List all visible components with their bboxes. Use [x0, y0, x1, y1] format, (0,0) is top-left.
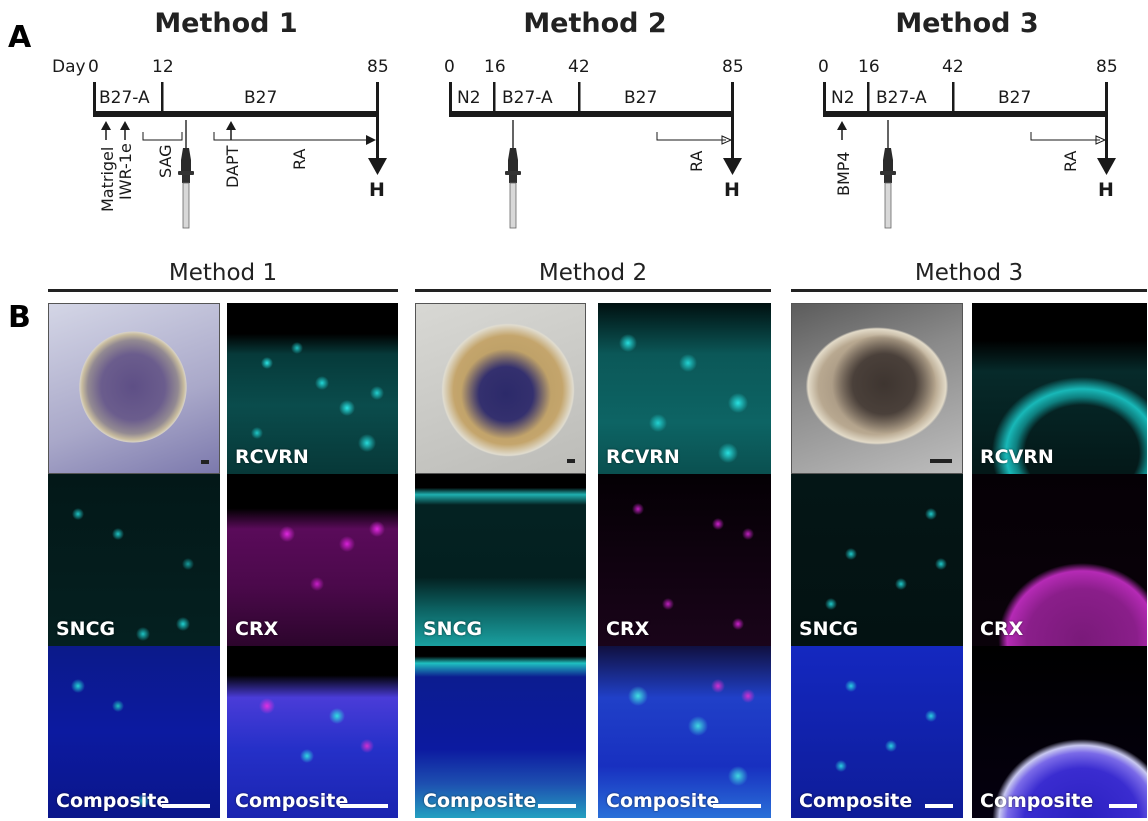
- composite-sncg-image: Composite: [48, 646, 220, 818]
- svg-text:16: 16: [858, 57, 880, 77]
- svg-text:H: H: [369, 179, 385, 201]
- scale-bar: [925, 804, 953, 808]
- composite-rcvrn-crx-image: Composite: [972, 646, 1147, 818]
- stain-label-composite: Composite: [980, 790, 1094, 812]
- svg-text:RA: RA: [290, 149, 309, 170]
- svg-text:B27-A: B27-A: [876, 88, 927, 108]
- svg-text:B27-A: B27-A: [502, 88, 553, 108]
- scale-bar: [538, 804, 576, 808]
- brightfield-organoid-image: [791, 303, 963, 474]
- svg-text:RA: RA: [687, 151, 706, 172]
- method-3-title: Method 3: [895, 8, 1039, 39]
- electrode-icon: [880, 120, 896, 229]
- svg-text:12: 12: [152, 57, 174, 77]
- stain-label-sncg: SNCG: [56, 618, 116, 640]
- svg-text:B27-A: B27-A: [99, 88, 150, 108]
- method-1-timeline: Day 0 12 85 B27-A B27 Matrigel IWR-1e SA…: [0, 0, 400, 244]
- brightfield-organoid-image: [415, 303, 586, 474]
- electrode-icon: [505, 120, 521, 229]
- svg-text:N2: N2: [831, 88, 855, 108]
- stain-label-rcvrn: RCVRN: [980, 446, 1054, 468]
- stain-label-rcvrn: RCVRN: [606, 446, 680, 468]
- sncg-stain-image: SNCG: [415, 474, 586, 646]
- svg-text:BMP4: BMP4: [834, 151, 853, 196]
- method-1-title: Method 1: [154, 8, 298, 39]
- svg-text:SAG: SAG: [156, 144, 175, 178]
- composite-rcvrn-crx-image: Composite: [598, 646, 771, 818]
- svg-text:H: H: [1098, 179, 1114, 201]
- composite-sncg-image: Composite: [415, 646, 586, 818]
- scale-bar: [567, 459, 575, 463]
- timeline-diagram: Day 0 12 85 B27-A B27 Matrigel IWR-1e SA…: [52, 57, 389, 229]
- stain-label-sncg: SNCG: [799, 618, 859, 640]
- svg-text:N2: N2: [457, 88, 481, 108]
- svg-text:85: 85: [367, 57, 389, 77]
- svg-text:0: 0: [818, 57, 829, 77]
- rcvrn-stain-image: RCVRN: [972, 303, 1147, 474]
- sncg-stain-image: SNCG: [48, 474, 220, 646]
- svg-text:B27: B27: [244, 88, 277, 108]
- section-rule: [48, 289, 398, 292]
- svg-text:0: 0: [444, 57, 455, 77]
- svg-text:42: 42: [568, 57, 590, 77]
- section-title-method-3: Method 3: [914, 260, 1024, 286]
- rcvrn-stain-image: RCVRN: [598, 303, 771, 474]
- stain-label-rcvrn: RCVRN: [235, 446, 309, 468]
- method-2-title: Method 2: [523, 8, 667, 39]
- method-3-timeline: 0 16 42 85 N2 B27-A B27 BMP4 RA H: [780, 0, 1148, 244]
- day-label: Day: [52, 57, 86, 77]
- section-title-method-1: Method 1: [168, 260, 278, 286]
- electrode-icon: [178, 120, 194, 229]
- svg-text:IWR-1e: IWR-1e: [116, 143, 135, 200]
- section-rule: [791, 289, 1147, 292]
- crx-stain-image: CRX: [598, 474, 771, 646]
- svg-text:Matrigel: Matrigel: [98, 147, 117, 212]
- scale-bar: [930, 459, 952, 463]
- method-2-timeline: 0 16 42 85 N2 B27-A B27 RA H: [400, 0, 780, 244]
- scale-bar: [162, 804, 210, 808]
- svg-text:85: 85: [1096, 57, 1118, 77]
- section-title-method-2: Method 2: [538, 260, 648, 286]
- timeline-diagram: 0 16 42 85 N2 B27-A B27 RA H: [444, 57, 744, 229]
- stain-label-composite: Composite: [56, 790, 170, 812]
- stain-label-crx: CRX: [606, 618, 650, 640]
- svg-text:42: 42: [942, 57, 964, 77]
- crx-stain-image: CRX: [972, 474, 1147, 646]
- stain-label-sncg: SNCG: [423, 618, 483, 640]
- scale-bar: [713, 804, 761, 808]
- stain-label-crx: CRX: [980, 618, 1024, 640]
- svg-text:H: H: [724, 179, 740, 201]
- stain-label-composite: Composite: [423, 790, 537, 812]
- svg-text:B27: B27: [998, 88, 1031, 108]
- svg-text:RA: RA: [1061, 151, 1080, 172]
- svg-text:DAPT: DAPT: [223, 145, 242, 188]
- panel-a-letter: A: [8, 20, 32, 55]
- brightfield-organoid-image: [48, 303, 220, 474]
- panel-b-letter: B: [8, 300, 31, 335]
- svg-text:0: 0: [88, 57, 99, 77]
- rcvrn-stain-image: RCVRN: [227, 303, 398, 474]
- scale-bar: [201, 460, 209, 464]
- stain-label-composite: Composite: [606, 790, 720, 812]
- composite-sncg-image: Composite: [791, 646, 963, 818]
- stain-label-composite: Composite: [235, 790, 349, 812]
- stain-label-composite: Composite: [799, 790, 913, 812]
- crx-stain-image: CRX: [227, 474, 398, 646]
- svg-text:16: 16: [484, 57, 506, 77]
- sncg-stain-image: SNCG: [791, 474, 963, 646]
- scale-bar: [1109, 804, 1137, 808]
- svg-text:85: 85: [722, 57, 744, 77]
- timeline-diagram: 0 16 42 85 N2 B27-A B27 BMP4 RA H: [818, 57, 1118, 229]
- composite-rcvrn-crx-image: Composite: [227, 646, 398, 818]
- svg-text:B27: B27: [624, 88, 657, 108]
- section-rule: [415, 289, 771, 292]
- scale-bar: [340, 804, 388, 808]
- stain-label-crx: CRX: [235, 618, 279, 640]
